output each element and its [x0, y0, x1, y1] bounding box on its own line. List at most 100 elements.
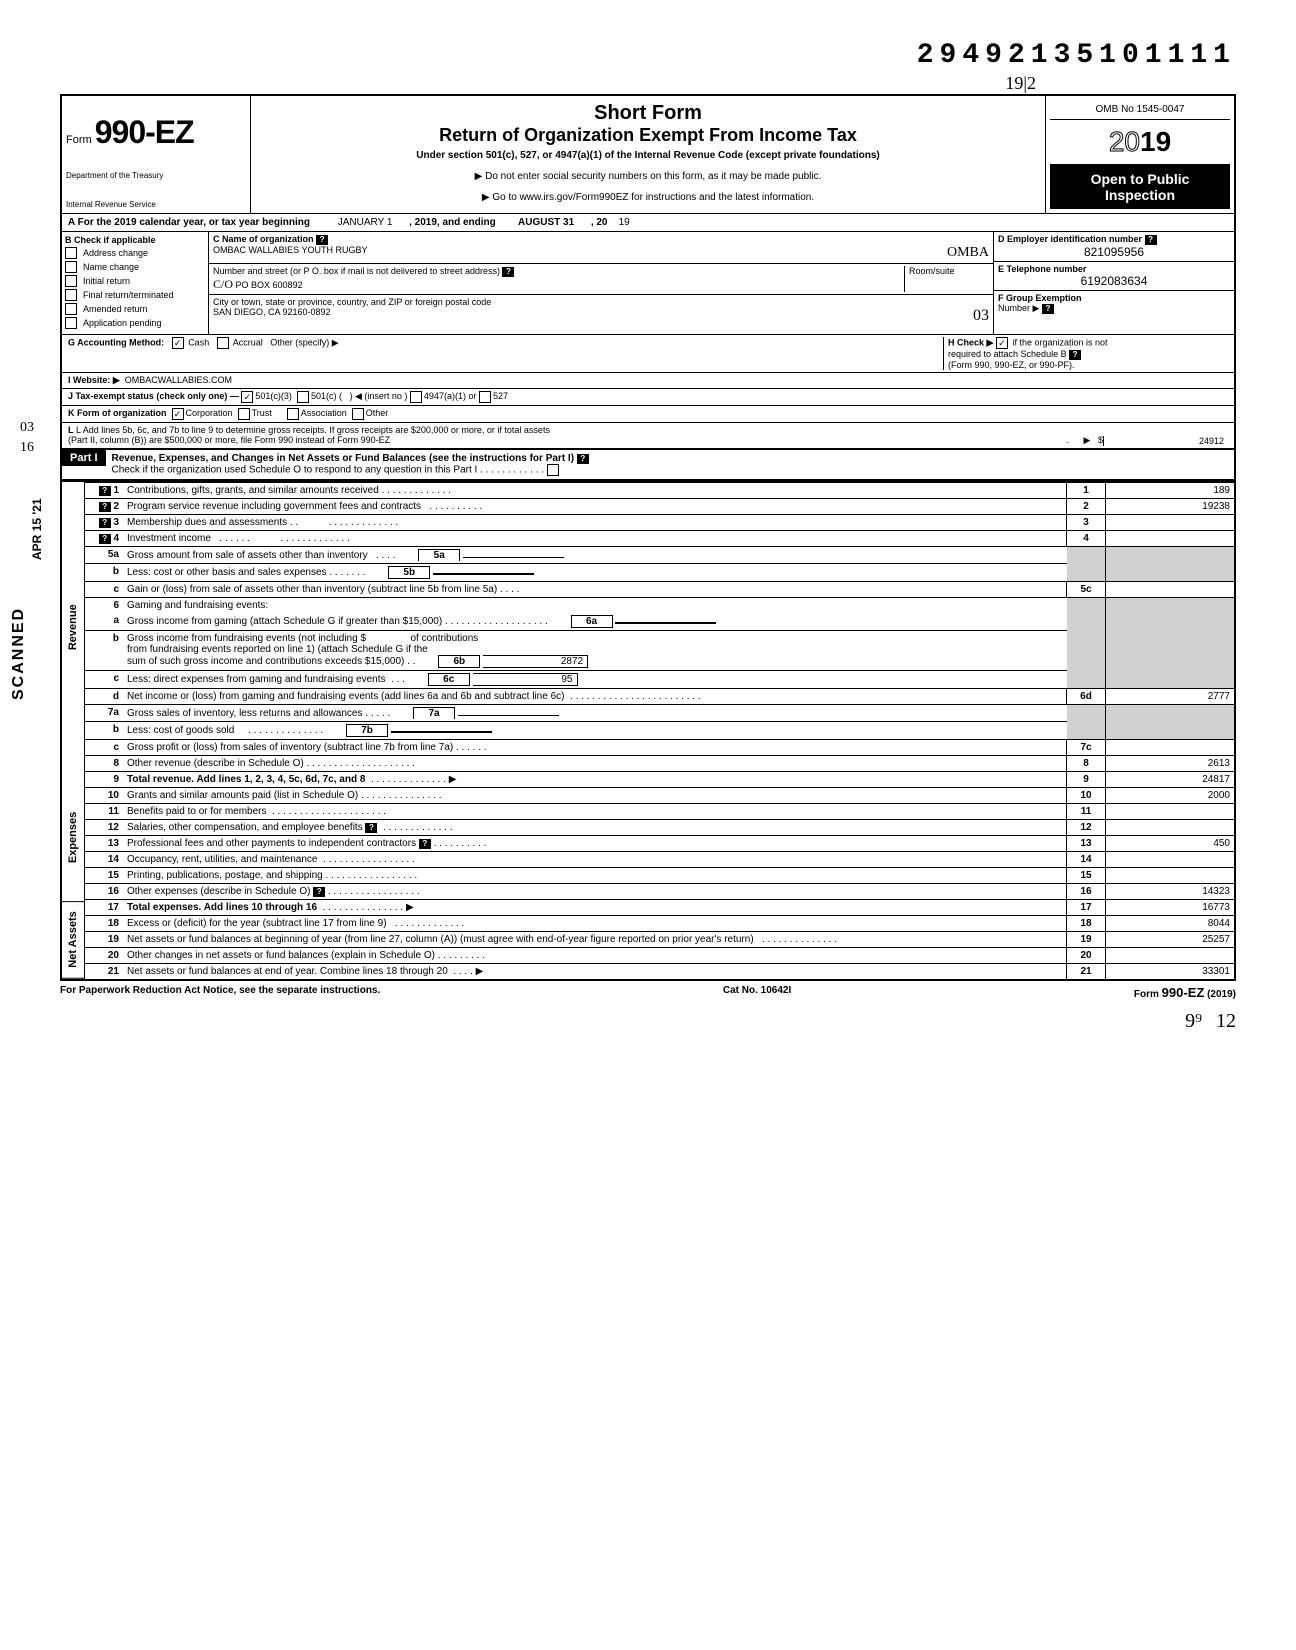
- help-icon[interactable]: ?: [1145, 235, 1157, 245]
- line-desc-pre: Gross income from fundraising events (no…: [127, 633, 366, 644]
- line-desc: Total revenue. Add lines 1, 2, 3, 4, 5c,…: [127, 774, 365, 785]
- chk-501c3[interactable]: ✓: [241, 391, 253, 403]
- help-icon[interactable]: ?: [99, 534, 111, 544]
- line-21: 21 Net assets or fund balances at end of…: [85, 964, 1234, 980]
- org-name: OMBAC WALLABIES YOUTH RUGBY: [213, 245, 368, 261]
- lineno: 9: [85, 772, 123, 788]
- help-icon[interactable]: ?: [313, 887, 325, 897]
- line-desc: Less: cost of goods sold: [127, 725, 234, 736]
- line-12: 12 Salaries, other compensation, and emp…: [85, 820, 1234, 836]
- line-2: ? 2 Program service revenue including go…: [85, 499, 1234, 515]
- line-num: 15: [1067, 868, 1106, 884]
- lineno: 5a: [85, 547, 123, 564]
- chk-address-change[interactable]: Address change: [65, 247, 205, 259]
- section-f: F Group Exemption Number ▶ ?: [994, 291, 1234, 316]
- help-icon[interactable]: ?: [502, 267, 514, 277]
- footer-year: (2019): [1207, 989, 1236, 1000]
- line-desc: Gain or (loss) from sale of assets other…: [127, 584, 497, 595]
- row-h-text3: (Form 990, 990-EZ, or 990-PF).: [948, 360, 1075, 370]
- help-icon[interactable]: ?: [365, 823, 377, 833]
- chk-initial-return[interactable]: Initial return: [65, 275, 205, 287]
- chk-label-0: Address change: [83, 248, 148, 258]
- line-6: 6 Gaming and fundraising events:: [85, 598, 1234, 614]
- chk-4947[interactable]: [410, 391, 422, 403]
- lineno: 12: [85, 820, 123, 836]
- line-7c: c Gross profit or (loss) from sales of i…: [85, 740, 1234, 756]
- line-desc: Gaming and fundraising events:: [123, 598, 1067, 614]
- col-b-checkboxes: B Check if applicable Address change Nam…: [62, 232, 209, 334]
- help-icon[interactable]: ?: [99, 502, 111, 512]
- chk-amended-return[interactable]: Amended return: [65, 303, 205, 315]
- row-j-label: J Tax-exempt status (check only one) —: [68, 391, 239, 403]
- footer-hand1: 9⁹: [1185, 1010, 1202, 1032]
- help-icon[interactable]: ?: [99, 518, 111, 528]
- handwritten-top: 19|2: [60, 73, 1236, 94]
- part1-header: Part I: [62, 450, 106, 466]
- chk-corp[interactable]: ✓: [172, 408, 184, 420]
- line-num: 16: [1067, 884, 1106, 900]
- line-5a: 5a Gross amount from sale of assets othe…: [85, 547, 1234, 564]
- chk-name-change[interactable]: Name change: [65, 261, 205, 273]
- street-hand: C/O: [213, 277, 233, 291]
- help-icon[interactable]: ?: [1042, 304, 1054, 314]
- chk-h[interactable]: ✓: [996, 337, 1008, 349]
- line-num: 5c: [1067, 582, 1106, 598]
- opt-trust: Trust: [252, 408, 272, 420]
- chk-501c[interactable]: [297, 391, 309, 403]
- chk-final-return[interactable]: Final return/terminated: [65, 289, 205, 301]
- side-revenue: Revenue: [62, 482, 84, 773]
- chk-application-pending[interactable]: Application pending: [65, 317, 205, 329]
- row-l-value: 24912: [1103, 436, 1228, 446]
- row-g-h: G Accounting Method: ✓ Cash Accrual Othe…: [62, 335, 1234, 373]
- help-icon[interactable]: ?: [1069, 350, 1081, 360]
- line-9: 9 Total revenue. Add lines 1, 2, 3, 4, 5…: [85, 772, 1234, 788]
- line-desc: Program service revenue including govern…: [127, 501, 421, 512]
- lineno: 4: [113, 533, 119, 544]
- line-num: 14: [1067, 852, 1106, 868]
- line-13: 13 Professional fees and other payments …: [85, 836, 1234, 852]
- form-prefix: Form: [66, 134, 92, 146]
- help-icon[interactable]: ?: [577, 454, 589, 464]
- row-h-text2: required to attach Schedule B: [948, 349, 1067, 359]
- row-i: I Website: ▶ OMBACWALLABIES.COM: [62, 373, 1234, 389]
- tax-year: 2019: [1050, 120, 1230, 165]
- lines-container: Revenue Expenses Net Assets ? 1 Contribu…: [60, 482, 1236, 981]
- help-icon[interactable]: ?: [316, 235, 328, 245]
- row-h: H Check ▶ ✓ if the organization is not r…: [943, 337, 1228, 370]
- line-val: 189: [1106, 483, 1235, 499]
- lineno: b: [85, 631, 123, 671]
- chk-assoc[interactable]: [287, 408, 299, 420]
- footer-left: For Paperwork Reduction Act Notice, see …: [60, 985, 380, 1000]
- lineno: 14: [85, 852, 123, 868]
- line-6a: a Gross income from gaming (attach Sched…: [85, 613, 1234, 631]
- inline-num: 6b: [438, 655, 480, 668]
- help-icon[interactable]: ?: [419, 839, 431, 849]
- chk-accrual[interactable]: [217, 337, 229, 349]
- chk-cash[interactable]: ✓: [172, 337, 184, 349]
- chk-part1-sched-o[interactable]: [547, 464, 559, 476]
- open-line1: Open to Public: [1052, 171, 1228, 187]
- line-6c: c Less: direct expenses from gaming and …: [85, 671, 1234, 689]
- lineno: c: [85, 671, 123, 689]
- row-k: K Form of organization ✓ Corporation Tru…: [62, 406, 1234, 423]
- row-h-label: H Check ▶: [948, 337, 993, 347]
- open-public-badge: Open to Public Inspection: [1050, 165, 1230, 209]
- chk-527[interactable]: [479, 391, 491, 403]
- chk-trust[interactable]: [238, 408, 250, 420]
- room-label: Room/suite: [909, 266, 989, 276]
- help-icon[interactable]: ?: [99, 486, 111, 496]
- line-desc: Other expenses (describe in Schedule O): [127, 886, 310, 897]
- line-desc: Excess or (deficit) for the year (subtra…: [127, 918, 387, 929]
- lineno: 3: [113, 517, 119, 528]
- chk-label-4: Amended return: [83, 304, 148, 314]
- footer-cat-no: Cat No. 10642I: [723, 985, 791, 1000]
- line-desc: Salaries, other compensation, and employ…: [127, 822, 363, 833]
- row-l: L L Add lines 5b, 6c, and 7b to line 9 t…: [62, 423, 1234, 448]
- line-num: 21: [1067, 964, 1106, 980]
- chk-label-5: Application pending: [83, 318, 162, 328]
- line-5c: c Gain or (loss) from sale of assets oth…: [85, 582, 1234, 598]
- inline-num: 7b: [346, 724, 388, 737]
- line-3: ? 3 Membership dues and assessments . . …: [85, 515, 1234, 531]
- chk-other-org[interactable]: [352, 408, 364, 420]
- dept-treasury: Department of the Treasury: [66, 171, 246, 180]
